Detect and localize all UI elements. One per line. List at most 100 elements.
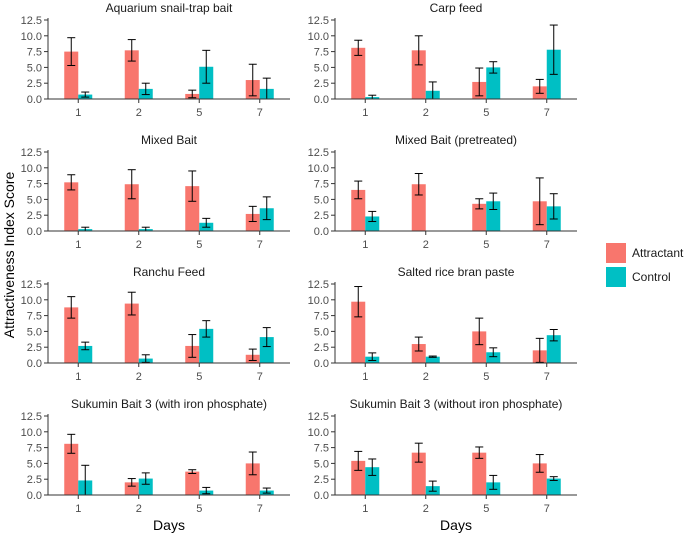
- y-tick-label: 12.5: [21, 279, 42, 291]
- x-tick-label: 1: [362, 371, 368, 383]
- bar-attractant-day-2: [124, 482, 139, 495]
- y-tick-label: 5.0: [314, 458, 329, 470]
- x-tick-label: 2: [136, 371, 142, 383]
- y-tick-label: 2.5: [27, 78, 42, 90]
- error-bar-control-day-1: [368, 352, 377, 361]
- y-tick-label: 5.0: [27, 194, 42, 206]
- bar-control-day-5: [486, 67, 501, 99]
- x-tick-label: 7: [257, 371, 263, 383]
- error-bar-control-day-7: [549, 24, 558, 75]
- bar-attractant-day-5: [472, 331, 487, 363]
- panel-3: Mixed Bait 0.0 2.5 5.0 7.5 10.0 12.5 1 2 5 7: [21, 133, 290, 251]
- y-tick-label: 0.0: [27, 490, 42, 502]
- x-tick-label: 1: [75, 371, 81, 383]
- error-bar-attractant-day-7: [248, 205, 257, 223]
- bar-control-day-2: [425, 356, 440, 363]
- y-tick-label: 10.0: [21, 427, 42, 439]
- error-bar-control-day-2: [428, 480, 437, 492]
- y-tick-label: 2.5: [27, 474, 42, 486]
- y-tick-label: 2.5: [314, 78, 329, 90]
- y-tick-label: 0.0: [314, 226, 329, 238]
- bar-attractant-day-5: [472, 203, 487, 231]
- bar-control-day-1: [365, 216, 380, 231]
- error-bar-attractant-day-7: [248, 63, 257, 97]
- error-bar-control-day-7: [262, 327, 271, 348]
- x-tick-label: 2: [136, 239, 142, 251]
- bar-attractant-day-5: [472, 452, 487, 495]
- x-tick-label: 1: [75, 503, 81, 515]
- y-tick-label: 10.0: [308, 163, 329, 175]
- x-tick-label: 5: [483, 107, 489, 119]
- bar-attractant-day-1: [64, 443, 79, 495]
- x-tick-label: 2: [136, 503, 142, 515]
- error-bar-attractant-day-1: [354, 39, 363, 56]
- error-bar-attractant-day-7: [535, 177, 544, 226]
- x-tick-label: 7: [544, 239, 550, 251]
- y-tick-label: 7.5: [27, 443, 42, 455]
- bar-attractant-day-2: [411, 344, 426, 363]
- y-tick-label: 5.0: [314, 194, 329, 206]
- y-tick-label: 10.0: [21, 295, 42, 307]
- bar-control-day-7: [259, 337, 274, 363]
- error-bar-control-day-1: [368, 458, 377, 476]
- panel-1: Aquarium snail-trap bait 0.0 2.5 5.0 7.5 10.0…: [21, 1, 290, 119]
- panel-4: Mixed Bait (pretreated) 0.0 2.5 5.0 7.5 10.0 1…: [308, 133, 577, 251]
- error-bar-attractant-day-7: [535, 337, 544, 363]
- x-tick-label: 5: [196, 107, 202, 119]
- y-tick-label: 7.5: [27, 311, 42, 323]
- panel-5: Ranchu Feed 0.0 2.5 5.0 7.5 10.0 12.5 1 2 5 7: [21, 265, 290, 383]
- error-bar-attractant-day-5: [188, 170, 197, 202]
- error-bar-attractant-day-5: [188, 89, 197, 99]
- y-tick-label: 2.5: [27, 210, 42, 222]
- bar-attractant-day-2: [411, 452, 426, 495]
- y-tick-label: 10.0: [308, 295, 329, 307]
- x-tick-label: 5: [196, 239, 202, 251]
- x-tick-label: 1: [75, 239, 81, 251]
- y-tick-label: 0.0: [314, 94, 329, 106]
- error-bar-control-day-5: [202, 217, 211, 228]
- x-tick-label: 2: [136, 107, 142, 119]
- error-bar-control-day-7: [549, 193, 558, 220]
- y-tick-label: 5.0: [27, 62, 42, 74]
- bar-attractant-day-1: [351, 460, 366, 495]
- y-axis-label: Attractiveness Index Score: [1, 172, 17, 339]
- y-tick-label: 12.5: [308, 15, 329, 27]
- error-bar-control-day-7: [262, 196, 271, 221]
- y-tick-label: 5.0: [27, 326, 42, 338]
- panel-title: Mixed Bait: [141, 133, 198, 147]
- error-bar-control-day-2: [141, 354, 150, 363]
- bar-attractant-day-5: [185, 186, 200, 231]
- x-tick-label: 2: [423, 107, 429, 119]
- y-tick-label: 7.5: [314, 179, 329, 191]
- y-tick-label: 10.0: [308, 31, 329, 43]
- bar-control-day-2: [138, 478, 153, 495]
- error-bar-attractant-day-2: [414, 35, 423, 66]
- y-tick-label: 0.0: [27, 358, 42, 370]
- y-tick-label: 0.0: [314, 358, 329, 370]
- panel-7: Sukumin Bait 3 (with iron phosphate) 0.0 2…: [21, 397, 290, 515]
- y-tick-label: 7.5: [27, 179, 42, 191]
- x-tick-label: 1: [362, 503, 368, 515]
- error-bar-control-day-5: [489, 61, 498, 74]
- error-bar-attractant-day-7: [248, 348, 257, 361]
- error-bar-control-day-5: [489, 347, 498, 358]
- error-bar-attractant-day-5: [475, 446, 484, 459]
- y-tick-label: 7.5: [314, 443, 329, 455]
- x-tick-label: 5: [483, 239, 489, 251]
- y-tick-label: 7.5: [27, 47, 42, 59]
- bar-attractant-day-2: [124, 184, 139, 231]
- panel-title: Carp feed: [430, 1, 483, 15]
- error-bar-attractant-day-5: [475, 67, 484, 97]
- error-bar-attractant-day-1: [67, 37, 76, 67]
- x-tick-label: 7: [544, 503, 550, 515]
- error-bar-control-day-1: [81, 341, 90, 351]
- y-tick-label: 12.5: [21, 15, 42, 27]
- error-bar-attractant-day-5: [188, 334, 197, 358]
- bar-attractant-day-2: [411, 50, 426, 99]
- bar-attractant-day-7: [245, 213, 260, 231]
- error-bar-attractant-day-5: [475, 198, 484, 210]
- panel-title: Sukumin Bait 3 (without iron phosphate): [350, 397, 563, 411]
- error-bar-attractant-day-2: [127, 169, 136, 200]
- y-tick-label: 5.0: [314, 326, 329, 338]
